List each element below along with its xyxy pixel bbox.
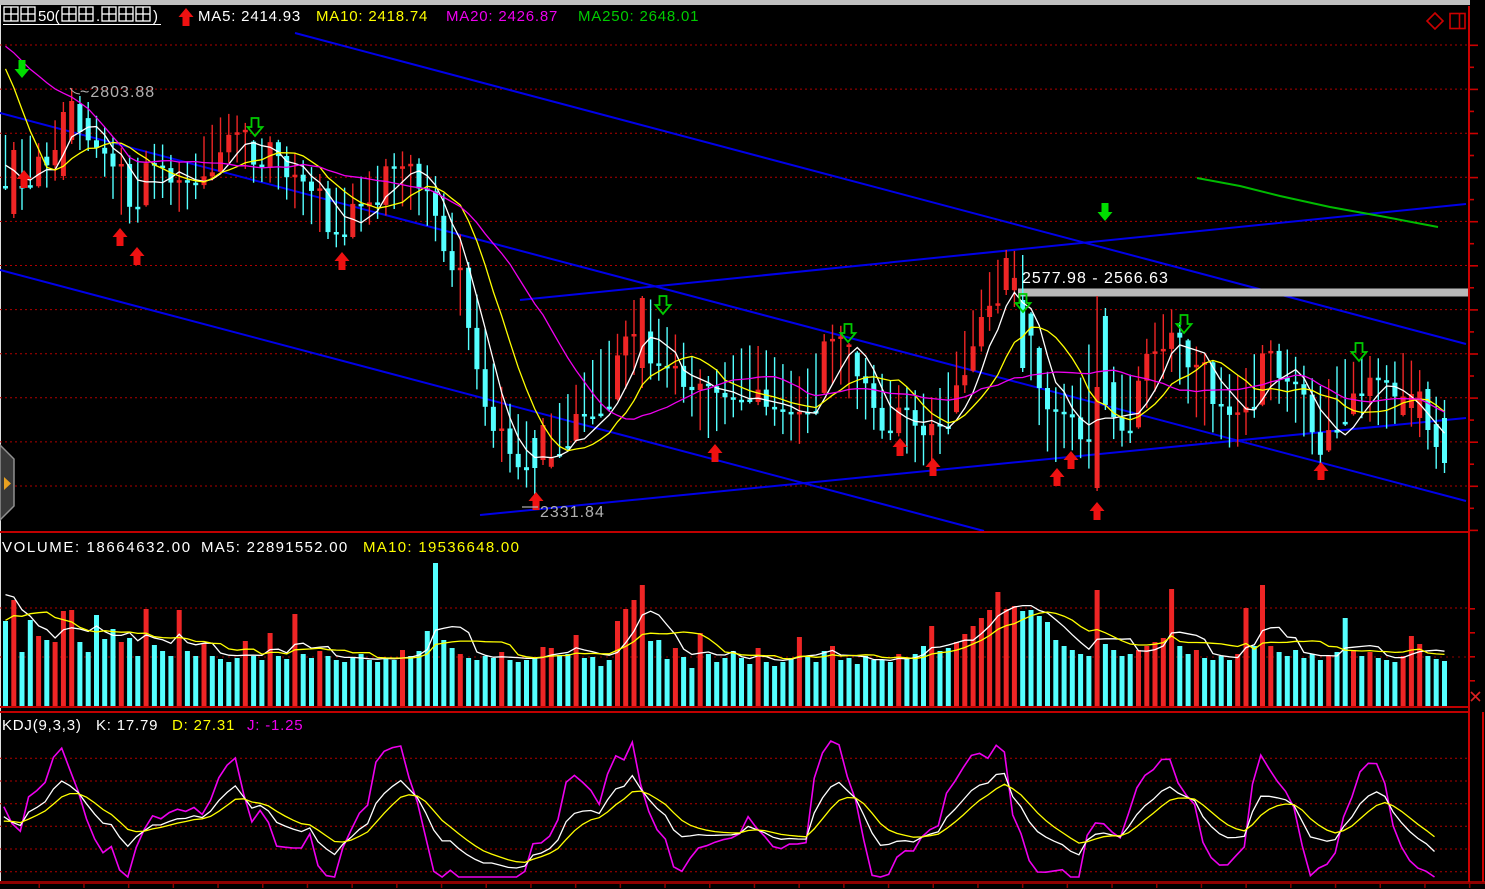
svg-text:J: -1.25: J: -1.25 [247,717,303,734]
svg-text:D: 27.31: D: 27.31 [172,717,235,734]
svg-text:.: . [96,8,100,25]
svg-text:K: 17.79: K: 17.79 [96,717,158,734]
svg-text:KDJ(9,3,3): KDJ(9,3,3) [2,717,82,734]
svg-text:2331.84: 2331.84 [540,504,605,521]
svg-text:VOLUME: 18664632.00: VOLUME: 18664632.00 [2,539,192,556]
svg-text:MA5: 2414.93: MA5: 2414.93 [198,8,301,25]
svg-text:): ) [153,8,158,25]
svg-text:MA10: 2418.74: MA10: 2418.74 [316,8,428,25]
svg-text:MA20: 2426.87: MA20: 2426.87 [446,8,558,25]
svg-text:50(: 50( [38,8,60,25]
svg-text:~2803.88: ~2803.88 [80,84,155,101]
svg-text:2577.98 - 2566.63: 2577.98 - 2566.63 [1022,270,1169,287]
svg-text:MA10: 19536648.00: MA10: 19536648.00 [363,539,520,556]
svg-text:MA5: 22891552.00: MA5: 22891552.00 [201,539,349,556]
svg-text:MA250: 2648.01: MA250: 2648.01 [578,8,699,25]
